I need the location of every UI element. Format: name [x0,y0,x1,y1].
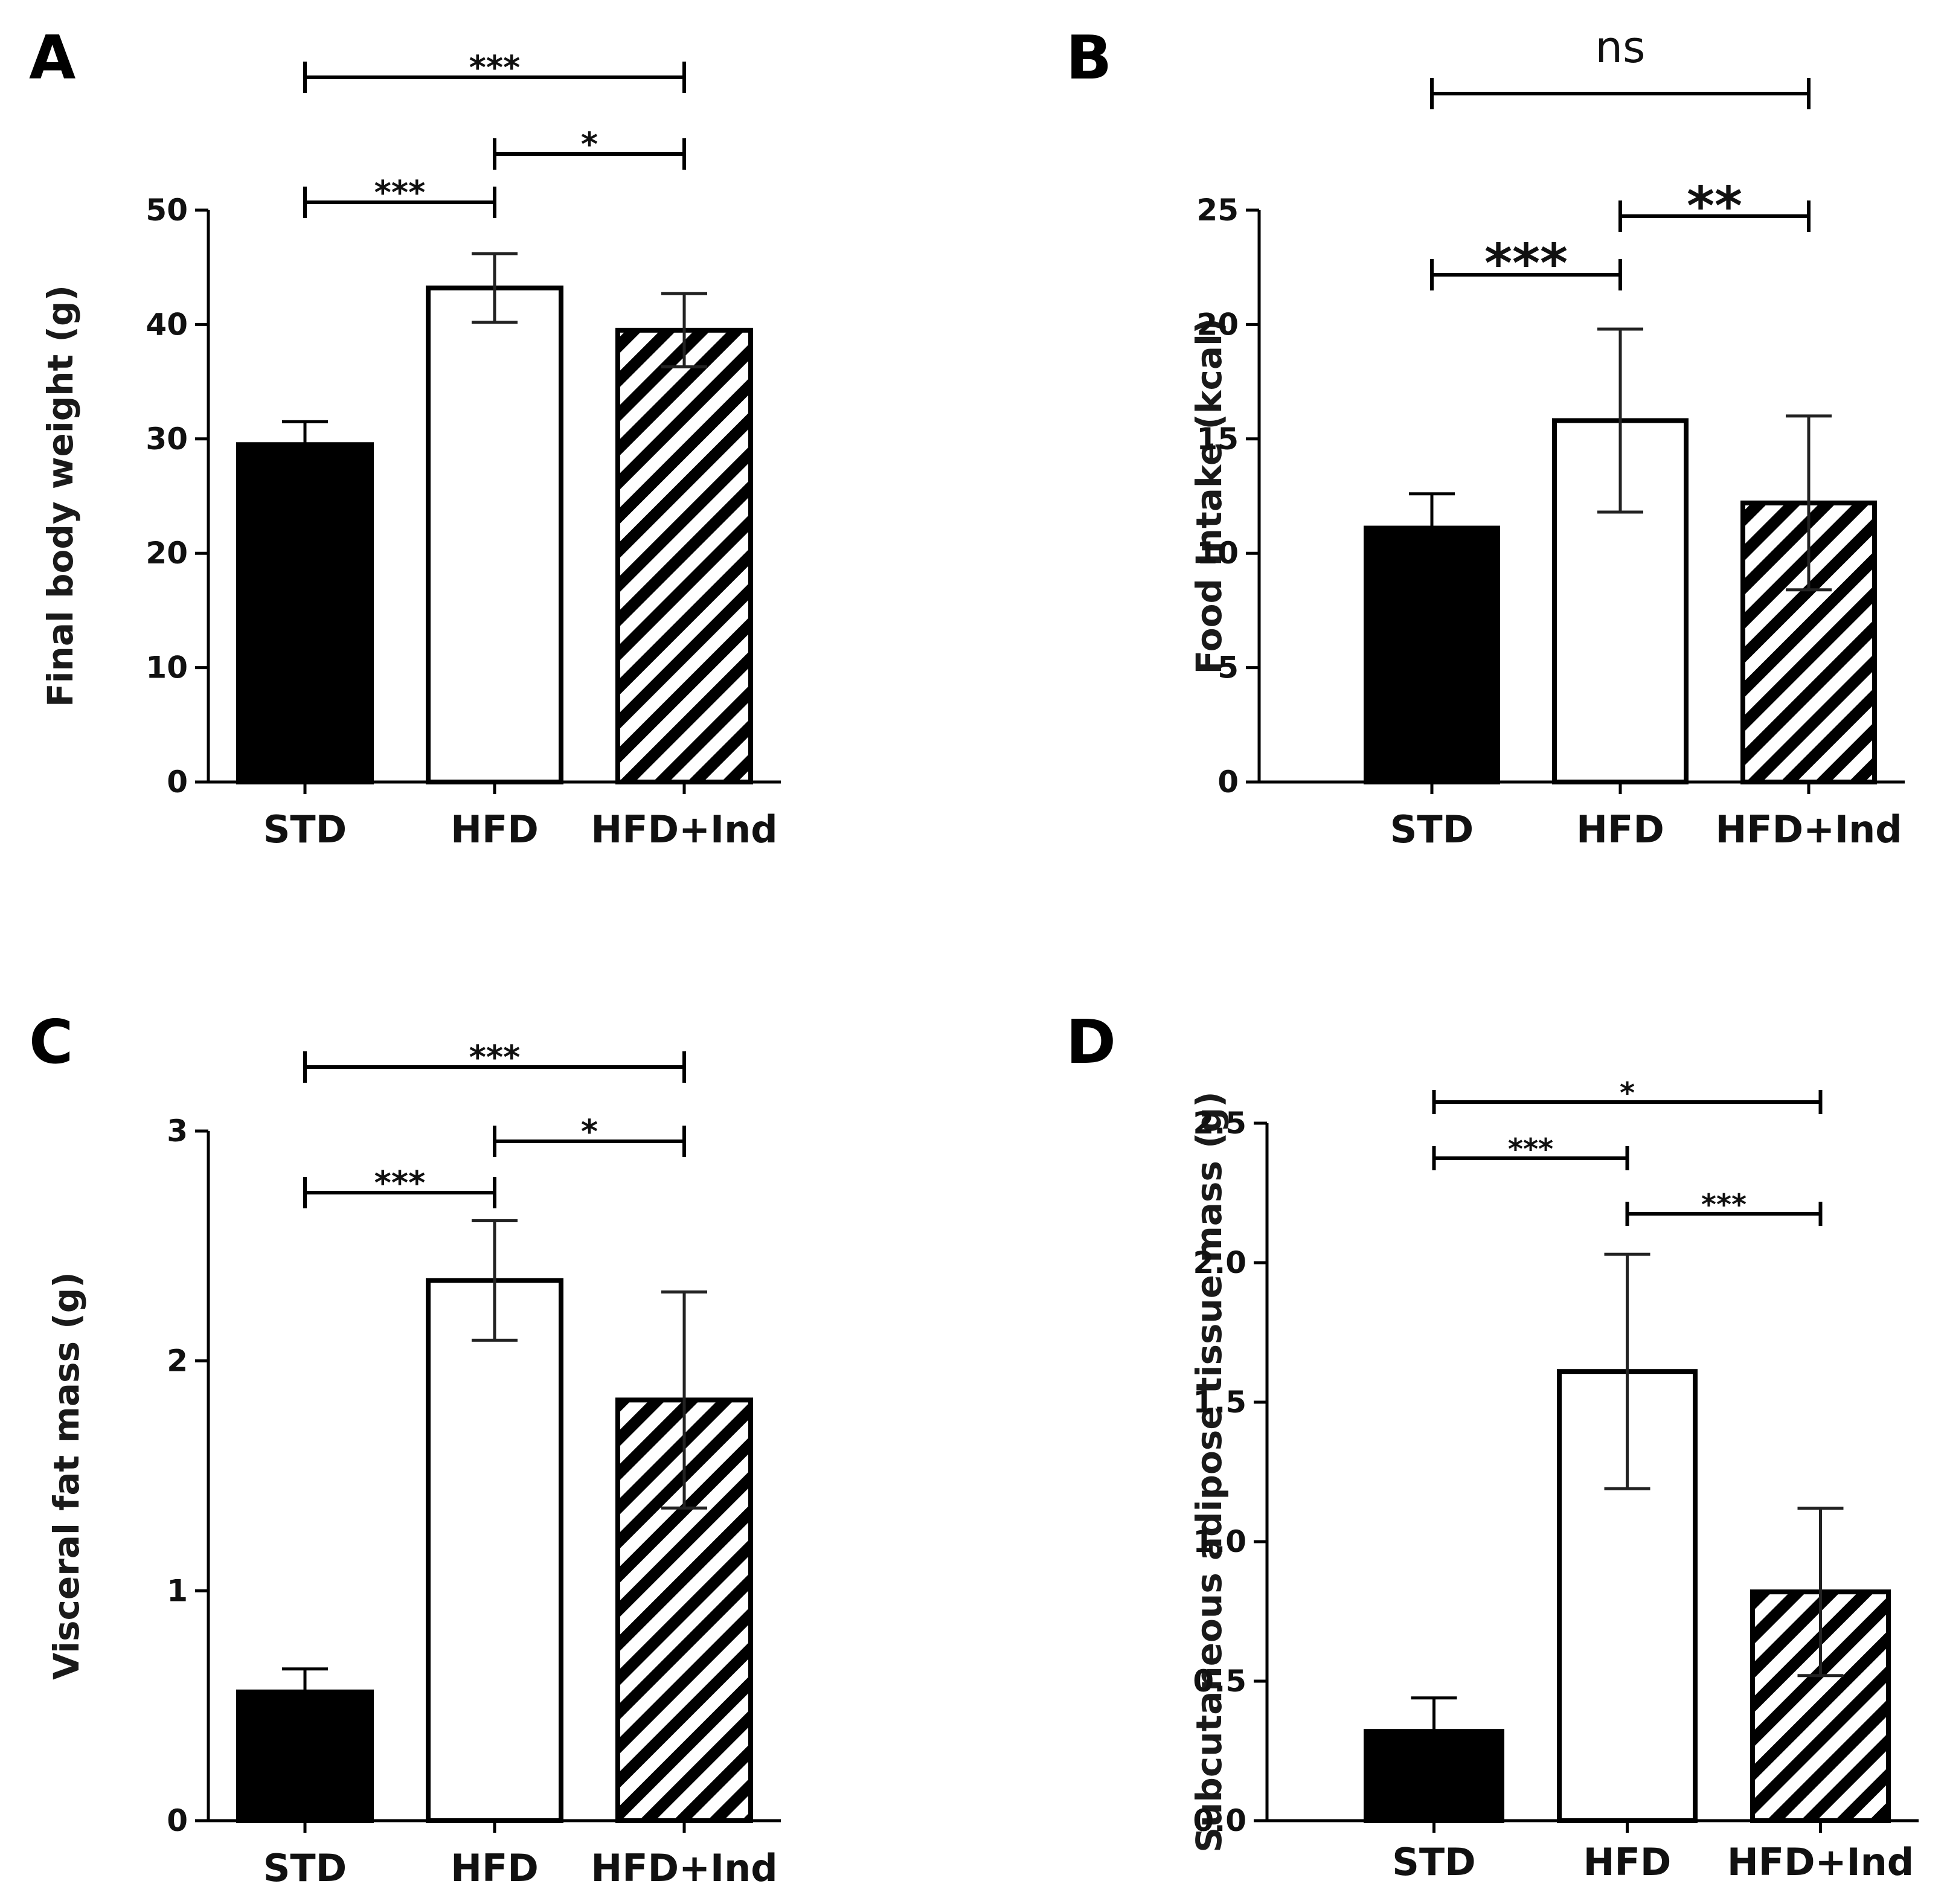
panel-b-letter: B [1066,22,1112,93]
panel-d-significance-bracket-2 [1625,1202,1823,1226]
panel-b-significance-label: ns [1595,22,1645,72]
panel-c-error-bar-2 [472,1219,518,1342]
panel-a-significance-bracket-3 [493,138,686,170]
panel-b-y-axis-title: Food Intake (kcal) [1188,318,1230,675]
panel-c-category-label: STD [263,1846,347,1890]
panel-d-category-label: HFD+Ind [1727,1840,1914,1884]
panel-c-significance-bracket-3 [493,1126,686,1157]
panel-a-significance-bracket-1 [303,62,686,93]
panel-b-significance-label: *** [1484,232,1568,295]
panel-b-category-label: STD [1390,807,1474,851]
panel-a-y-tick-label: 30 [146,422,188,457]
panel-b-significance-bracket-2 [1430,259,1622,290]
panel-a-bar-hfd [426,285,563,784]
panel-b-y-tick-label: 10 [1196,536,1239,571]
panel-d-significance-label: * [1620,1077,1635,1111]
panel-c-y-tick-label: 2 [167,1344,188,1379]
panel-c-letter: C [29,1007,73,1077]
panel-d-significance-label: *** [1701,1188,1747,1222]
panel-d-y-tick-label: 1.5 [1193,1385,1246,1420]
panel-d-y-tick-label: 2.5 [1193,1106,1246,1141]
panel-d-y-axis-title: Subcutaneous adipose tissue mass (g) [1188,1091,1230,1852]
panel-a-y-tick-label: 20 [146,536,188,571]
panel-d-error-bar-2 [1604,1252,1650,1490]
panel-d-significance-bracket-3 [1432,1146,1629,1170]
panel-c-y-tick-label: 0 [167,1803,188,1838]
panel-b-y-tick-label: 0 [1217,764,1239,800]
panel-b-significance-bracket-3 [1618,200,1811,232]
panel-b-y-tick-label: 20 [1196,307,1239,342]
panel-d-error-bar-3 [1797,1507,1844,1678]
panel-d-significance-bracket-1 [1432,1090,1823,1114]
panel-d-y-tick-label: 0.5 [1193,1664,1246,1699]
panel-a-y-tick-label: 10 [146,650,188,685]
panel-a-significance-bracket-2 [303,187,496,218]
panel-d: D Subcutaneous adipose tissue mass (g)0.0… [1066,1007,1919,1884]
panel-a-category-label: STD [263,807,347,851]
panel-d-category-label: HFD [1583,1840,1672,1884]
panel-d-error-bar-1 [1411,1696,1457,1767]
panel-a-significance-label: *** [469,48,521,86]
panel-c-significance-label: *** [374,1164,426,1202]
panel-b-y-tick-label: 25 [1196,193,1239,228]
panel-d-significance-label: *** [1508,1133,1553,1167]
panel-d-letter: D [1066,1007,1116,1077]
panel-a-y-axis-title: Final body weight (g) [40,285,81,707]
panel-b-error-bar-1 [1409,492,1455,564]
panel-a-y-tick-label: 0 [167,764,188,800]
panel-b-bar-std [1364,525,1500,784]
panel-b-y-tick-label: 15 [1196,422,1239,457]
panel-c-significance-label: * [581,1112,598,1150]
panel-c-error-bar-3 [661,1290,707,1510]
panel-b-error-bar-3 [1786,414,1832,592]
panel-d-y-tick-label: 1.0 [1193,1524,1246,1559]
panel-c-bar-hfd [426,1278,563,1823]
panel-b-category-label: HFD+Ind [1715,807,1902,851]
panel-a-y-tick-label: 50 [146,193,188,228]
panel-a-significance-label: *** [374,173,426,211]
panel-b-error-bar-2 [1597,327,1643,514]
panel-a: A Final body weight (g) 0 10 20 30 40 50 STD HFD H… [29,22,781,851]
panel-d-category-label: STD [1392,1840,1475,1884]
panel-b-y-tick-label: 5 [1217,650,1239,685]
panel-d-y-tick-label: 0.0 [1193,1803,1246,1838]
panel-c: C Visceral fat mass (g) 0 1 2 3 STD HFD HFD+Ind *… [29,1007,781,1890]
panel-c-error-bar-1 [282,1667,328,1717]
panel-a-error-bar-2 [472,252,518,324]
panel-a-significance-label: * [581,125,598,163]
panel-c-significance-bracket-2 [303,1177,496,1208]
panel-b: B Food Intake (kcal) 0 5 10 15 20 25 STD HFD HFD+I… [1066,22,1905,851]
panel-c-significance-label: *** [469,1038,521,1076]
panel-c-y-tick-label: 3 [167,1114,188,1149]
panel-c-category-label: HFD [451,1846,539,1890]
panel-a-y-tick-label: 40 [146,307,188,342]
panel-a-bar-std [236,442,374,784]
panel-c-y-axis-title: Visceral fat mass (g) [46,1272,87,1679]
panel-b-significance-label: ** [1687,175,1742,237]
panel-a-category-label: HFD [451,807,539,851]
panel-a-bar-hfd-ind [615,327,753,784]
panel-a-category-label: HFD+Ind [591,807,777,851]
panel-a-error-bar-1 [282,420,328,469]
panel-b-category-label: HFD [1576,807,1664,851]
panel-a-letter: A [29,22,75,93]
panel-c-category-label: HFD+Ind [591,1846,777,1890]
panel-a-error-bar-3 [661,292,707,368]
panel-c-significance-bracket-1 [303,1051,686,1083]
panel-c-y-tick-label: 1 [167,1573,188,1608]
panel-b-significance-bracket-1 [1430,78,1811,109]
panel-d-y-tick-label: 2.0 [1193,1245,1246,1280]
